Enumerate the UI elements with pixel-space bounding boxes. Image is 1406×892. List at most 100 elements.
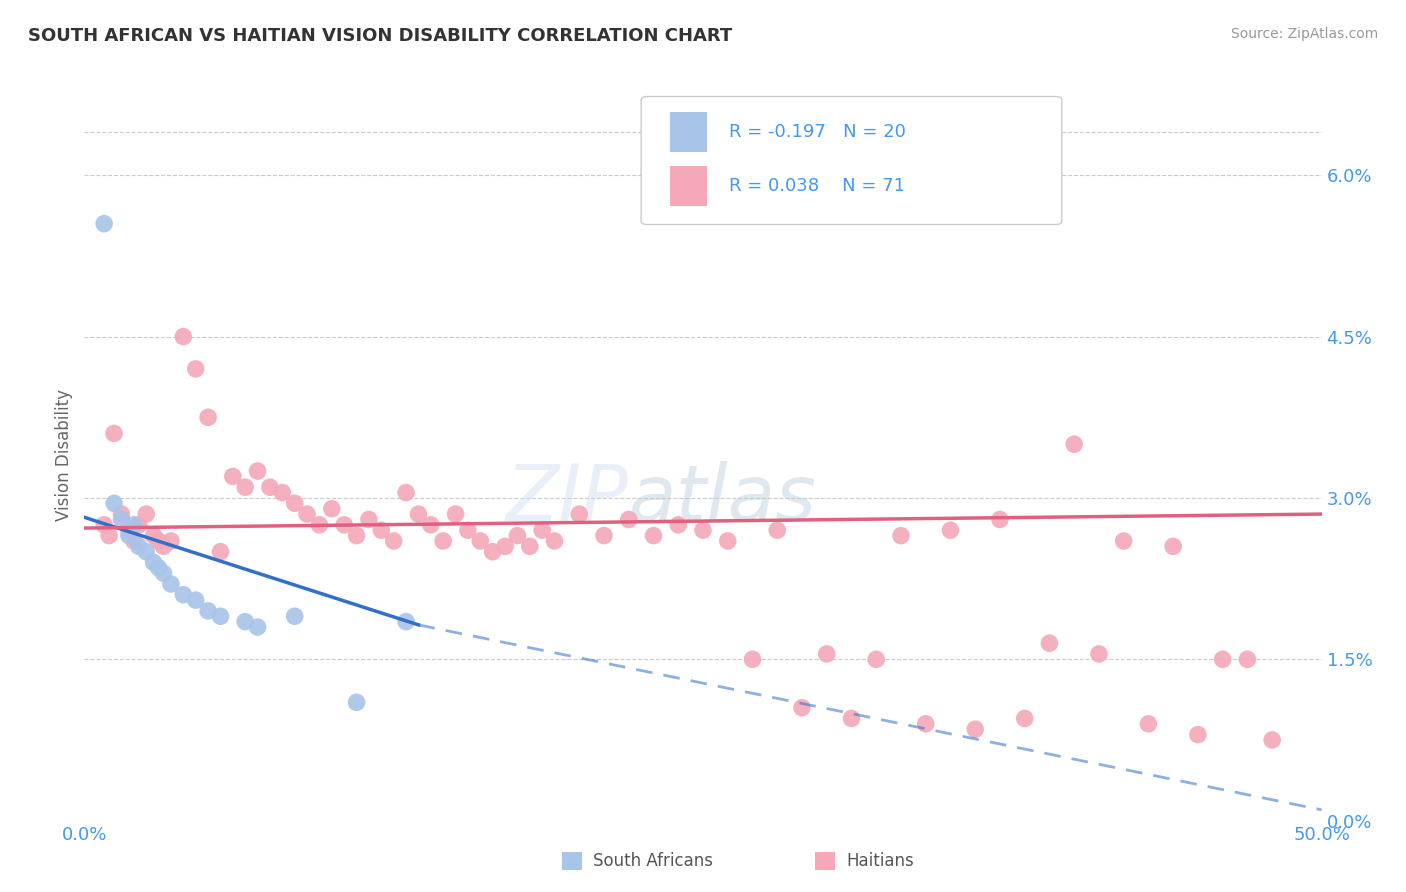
- Text: R = -0.197   N = 20: R = -0.197 N = 20: [728, 123, 905, 141]
- Point: [246, 620, 269, 634]
- Point: [617, 512, 640, 526]
- Point: [233, 615, 256, 629]
- Point: [142, 556, 165, 570]
- Point: [135, 507, 157, 521]
- Point: [110, 512, 132, 526]
- Point: [148, 533, 170, 548]
- Text: South Africans: South Africans: [593, 852, 713, 870]
- Point: [790, 700, 813, 714]
- Point: [142, 528, 165, 542]
- Point: [160, 577, 183, 591]
- Text: ZIP: ZIP: [506, 461, 628, 537]
- Point: [321, 501, 343, 516]
- Point: [122, 517, 145, 532]
- Point: [1112, 533, 1135, 548]
- Text: Haitians: Haitians: [846, 852, 914, 870]
- Point: [419, 517, 441, 532]
- Point: [432, 533, 454, 548]
- Point: [246, 464, 269, 478]
- Point: [184, 362, 207, 376]
- Point: [1014, 711, 1036, 725]
- Point: [103, 426, 125, 441]
- Point: [531, 523, 554, 537]
- Point: [128, 539, 150, 553]
- Point: [197, 410, 219, 425]
- Point: [543, 533, 565, 548]
- Point: [1088, 647, 1111, 661]
- Point: [470, 533, 492, 548]
- Point: [692, 523, 714, 537]
- Point: [1063, 437, 1085, 451]
- Point: [568, 507, 591, 521]
- Point: [110, 507, 132, 521]
- Point: [93, 517, 115, 532]
- Point: [233, 480, 256, 494]
- Point: [815, 647, 838, 661]
- Point: [988, 512, 1011, 526]
- Point: [717, 533, 740, 548]
- Point: [152, 566, 174, 581]
- Point: [395, 485, 418, 500]
- Point: [766, 523, 789, 537]
- Point: [128, 517, 150, 532]
- Point: [666, 517, 689, 532]
- Point: [172, 329, 194, 343]
- Point: [965, 723, 987, 737]
- Point: [741, 652, 763, 666]
- Point: [481, 545, 503, 559]
- Point: [295, 507, 318, 521]
- Point: [333, 517, 356, 532]
- Point: [172, 588, 194, 602]
- Text: Source: ZipAtlas.com: Source: ZipAtlas.com: [1230, 27, 1378, 41]
- Text: atlas: atlas: [628, 461, 817, 537]
- Point: [841, 711, 863, 725]
- Point: [1212, 652, 1234, 666]
- Point: [271, 485, 294, 500]
- Point: [382, 533, 405, 548]
- Point: [1137, 716, 1160, 731]
- Point: [457, 523, 479, 537]
- Point: [259, 480, 281, 494]
- FancyBboxPatch shape: [669, 112, 707, 152]
- Text: R = 0.038    N = 71: R = 0.038 N = 71: [728, 178, 905, 195]
- Point: [160, 533, 183, 548]
- FancyBboxPatch shape: [641, 96, 1062, 225]
- Point: [914, 716, 936, 731]
- Point: [939, 523, 962, 537]
- Point: [103, 496, 125, 510]
- Point: [519, 539, 541, 553]
- Point: [643, 528, 665, 542]
- Point: [357, 512, 380, 526]
- Point: [1187, 728, 1209, 742]
- Point: [135, 545, 157, 559]
- Point: [118, 528, 141, 542]
- Point: [1038, 636, 1060, 650]
- Point: [98, 528, 121, 542]
- Point: [370, 523, 392, 537]
- Point: [308, 517, 330, 532]
- Point: [593, 528, 616, 542]
- Point: [284, 496, 307, 510]
- Point: [209, 545, 232, 559]
- Point: [148, 561, 170, 575]
- Point: [395, 615, 418, 629]
- Point: [209, 609, 232, 624]
- Point: [346, 695, 368, 709]
- Point: [890, 528, 912, 542]
- Point: [93, 217, 115, 231]
- Text: SOUTH AFRICAN VS HAITIAN VISION DISABILITY CORRELATION CHART: SOUTH AFRICAN VS HAITIAN VISION DISABILI…: [28, 27, 733, 45]
- Point: [197, 604, 219, 618]
- Point: [222, 469, 245, 483]
- Point: [1236, 652, 1258, 666]
- Point: [152, 539, 174, 553]
- Point: [865, 652, 887, 666]
- Point: [184, 593, 207, 607]
- Point: [494, 539, 516, 553]
- Point: [346, 528, 368, 542]
- Y-axis label: Vision Disability: Vision Disability: [55, 389, 73, 521]
- Point: [118, 523, 141, 537]
- Point: [284, 609, 307, 624]
- Point: [506, 528, 529, 542]
- FancyBboxPatch shape: [669, 166, 707, 206]
- Point: [1261, 733, 1284, 747]
